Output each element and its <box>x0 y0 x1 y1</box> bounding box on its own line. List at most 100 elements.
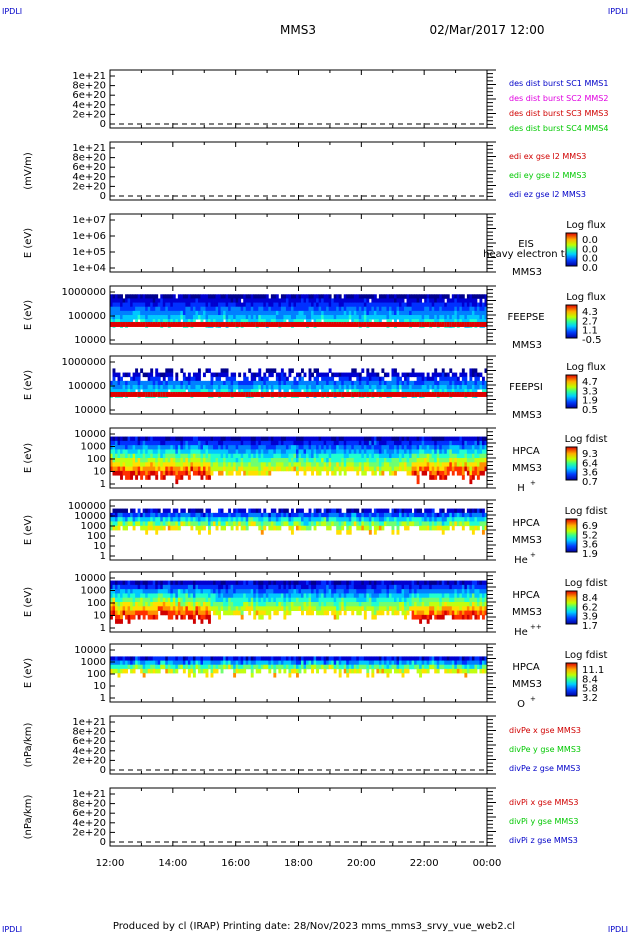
spectrogram-cell <box>353 319 357 324</box>
spectrogram-cell <box>361 436 365 442</box>
spectrogram-cell <box>248 512 252 518</box>
spectrogram-cell <box>255 453 259 459</box>
spectrogram-cell <box>170 380 174 386</box>
spectrogram-cell <box>177 385 181 390</box>
spectrogram-cell <box>125 391 128 397</box>
spectrogram-cell <box>187 521 191 527</box>
spectrogram-cell <box>479 310 483 316</box>
spectrogram-cell <box>321 315 325 320</box>
spectrogram-cell <box>117 508 121 514</box>
spectrogram-cell <box>225 436 229 442</box>
spectrogram-cell <box>147 525 151 531</box>
spectrogram-cell <box>280 306 284 312</box>
spectrogram-cell <box>298 449 302 455</box>
spectrogram-cell <box>386 302 390 308</box>
spectrogram-cell <box>225 376 229 382</box>
spectrogram-cell <box>466 298 470 303</box>
spectrogram-cell <box>210 319 214 324</box>
spectrogram-cell <box>326 458 330 463</box>
spectrogram-cell <box>243 458 247 463</box>
spacecraft-label: MMS3 <box>512 463 542 474</box>
spectrogram-cell <box>125 589 128 594</box>
spectrogram-cell <box>132 512 136 518</box>
spectrogram-cell <box>451 294 455 299</box>
spectrogram-cell <box>127 302 131 308</box>
spectrogram-cell <box>348 453 352 459</box>
spectrogram-cell <box>429 521 433 527</box>
spectrogram-cell <box>200 475 204 480</box>
spectrogram-cell <box>125 521 128 527</box>
spectrogram-cell <box>466 453 470 459</box>
spectrogram-cell <box>160 440 164 446</box>
spectrogram-cell <box>253 302 257 308</box>
spectrogram-cell <box>223 458 227 463</box>
spectrogram-cell <box>255 512 259 518</box>
spectrogram-cell <box>461 306 465 312</box>
spectrogram-cell <box>391 512 395 518</box>
spectrogram-cell <box>429 376 433 382</box>
spectrogram-cell <box>444 389 448 394</box>
spectrogram-cell <box>145 298 149 303</box>
spectrogram-cell <box>396 376 400 382</box>
spectrogram-cell <box>170 597 174 603</box>
legend-entry: des dist burst SC2 MMS2 <box>509 94 608 103</box>
spectrogram-cell <box>383 517 387 522</box>
spectrogram-cell <box>321 372 325 378</box>
spectrogram-cell <box>481 512 485 518</box>
spectrogram-cell <box>341 449 345 455</box>
spectrogram-cell <box>348 440 352 446</box>
spectrogram-cell <box>182 521 186 527</box>
spectrogram-cell <box>175 602 179 607</box>
spectrogram-cell <box>265 389 269 394</box>
spectrogram-cell <box>177 580 181 586</box>
spectrogram-cell <box>351 321 355 327</box>
spectrogram-cell <box>426 294 430 299</box>
spectrogram-cell <box>258 517 262 522</box>
spectrogram-cell <box>117 525 121 531</box>
spectrogram-cell <box>112 306 116 312</box>
spectrogram-cell <box>185 376 189 382</box>
spectrogram-cell <box>424 521 428 527</box>
spectrogram-cell <box>187 315 191 320</box>
spectrogram-cell <box>213 310 216 316</box>
spectrogram-cell <box>376 319 380 324</box>
spectrogram-cell <box>280 445 284 450</box>
spectrogram-cell <box>235 321 239 327</box>
spectrogram-cell <box>218 517 221 522</box>
spectrogram-cell <box>238 440 242 446</box>
spectrogram-cell <box>441 462 445 467</box>
spectrogram-cell <box>424 517 428 522</box>
spectrogram-cell <box>316 470 319 476</box>
spectrogram-cell <box>213 319 216 324</box>
spectrogram-cell <box>215 512 219 518</box>
spectrogram-cell <box>338 530 342 535</box>
spectrogram-cell <box>381 521 385 527</box>
spectrogram-cell <box>137 391 141 397</box>
spectrogram-cell <box>165 315 169 320</box>
spectrogram-cell <box>278 445 282 450</box>
spectrogram-cell <box>459 385 463 390</box>
spectrogram-cell <box>275 525 279 531</box>
spectrogram-cell <box>301 436 304 442</box>
spectrogram-cell <box>446 466 450 472</box>
spectrogram-cell <box>182 606 186 611</box>
spectrogram-cell <box>431 391 435 397</box>
spectrogram-cell <box>223 302 227 308</box>
spectrogram-cell <box>451 310 455 316</box>
spectrogram-cell <box>414 321 418 327</box>
spectrogram-cell <box>394 391 397 397</box>
spectrogram-cell <box>250 294 254 299</box>
spectrogram-cell <box>230 449 234 455</box>
spectrogram-cell <box>190 306 194 312</box>
spectrogram-cell <box>414 508 418 514</box>
spectrogram-cell <box>208 310 211 316</box>
spectrogram-cell <box>424 440 428 446</box>
spectrogram-cell <box>441 315 445 320</box>
spectrogram-cell <box>140 449 144 455</box>
spectrogram-cell <box>210 445 214 450</box>
spectrogram-cell <box>479 521 483 527</box>
spectrogram-cell <box>416 508 420 514</box>
spectrogram-cell <box>383 389 387 394</box>
spectrogram-cell <box>220 372 224 378</box>
spectrogram-cell <box>140 458 144 463</box>
